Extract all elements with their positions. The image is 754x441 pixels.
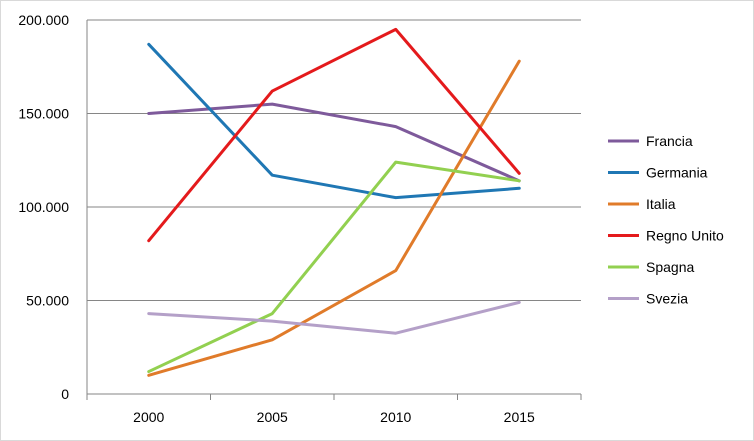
x-tick-label: 2010 (380, 409, 411, 425)
legend-label: Francia (646, 133, 693, 149)
y-tick-label: 100.000 (18, 199, 69, 215)
y-tick-label: 0 (61, 386, 69, 402)
x-tick-label: 2005 (257, 409, 288, 425)
y-tick-label: 200.000 (18, 12, 69, 28)
legend-label: Germania (646, 165, 708, 181)
legend-label: Spagna (646, 259, 694, 275)
gridlines (87, 19, 581, 301)
legend-label: Italia (646, 196, 676, 212)
x-tick-label: 2000 (133, 409, 164, 425)
series-line-regno-unito (147, 27, 521, 243)
y-axis-tick-labels: 0 50.000 100.000 150.000 200.000 (18, 12, 69, 402)
series-line-italia (147, 59, 521, 377)
series-line-francia (147, 102, 521, 183)
legend-label: Regno Unito (646, 228, 724, 244)
x-axis-tick-labels: 2000 2005 2010 2015 (133, 409, 535, 425)
y-tick-label: 150.000 (18, 106, 69, 122)
y-tick-label: 50.000 (26, 293, 69, 309)
legend: Francia Germania Italia Regno Unito Spagna Sv… (608, 133, 724, 307)
axes (86, 20, 582, 400)
legend-label: Svezia (646, 291, 688, 307)
series-line-svezia (147, 300, 521, 335)
series-lines (147, 27, 521, 377)
series-line-spagna (147, 160, 521, 374)
x-tick-label: 2015 (504, 409, 535, 425)
series-line-germania (147, 42, 521, 200)
